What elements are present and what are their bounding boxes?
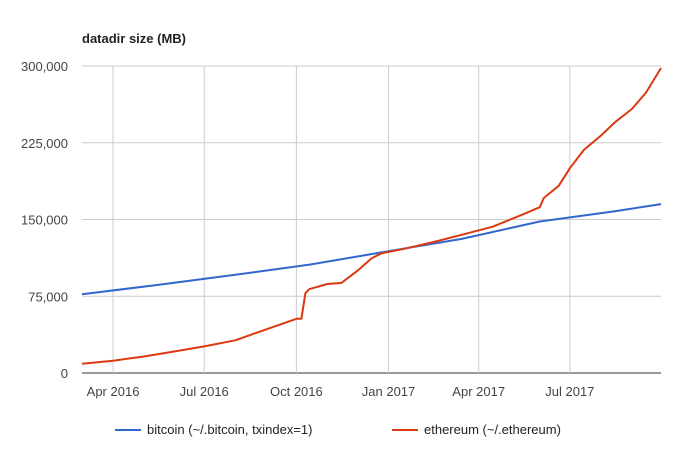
x-tick-label: Jul 2017 (545, 384, 594, 399)
series-line-ethereum (81, 67, 662, 365)
chart-title: datadir size (MB) (82, 31, 186, 46)
grid-layer (82, 65, 661, 374)
series-line-bitcoin (81, 203, 662, 296)
y-tick-label: 300,000 (21, 59, 68, 74)
y-tick-label: 75,000 (28, 289, 68, 304)
x-tick-label: Apr 2016 (87, 384, 140, 399)
x-tick-label: Jan 2017 (362, 384, 416, 399)
y-tick-label: 150,000 (21, 213, 68, 228)
x-tick-label: Apr 2017 (452, 384, 505, 399)
legend-label-ethereum: ethereum (~/.ethereum) (424, 422, 561, 437)
y-axis-ticks: 0 75,000 150,000 225,000 300,000 (21, 59, 68, 381)
x-tick-label: Jul 2016 (180, 384, 229, 399)
series-layer (81, 67, 662, 365)
y-tick-label: 0 (61, 366, 68, 381)
legend-label-bitcoin: bitcoin (~/.bitcoin, txindex=1) (147, 422, 312, 437)
legend: bitcoin (~/.bitcoin, txindex=1) ethereum … (115, 422, 561, 437)
x-tick-label: Oct 2016 (270, 384, 323, 399)
x-axis-ticks: Apr 2016 Jul 2016 Oct 2016 Jan 2017 Apr 2017… (87, 384, 595, 399)
y-tick-label: 225,000 (21, 136, 68, 151)
